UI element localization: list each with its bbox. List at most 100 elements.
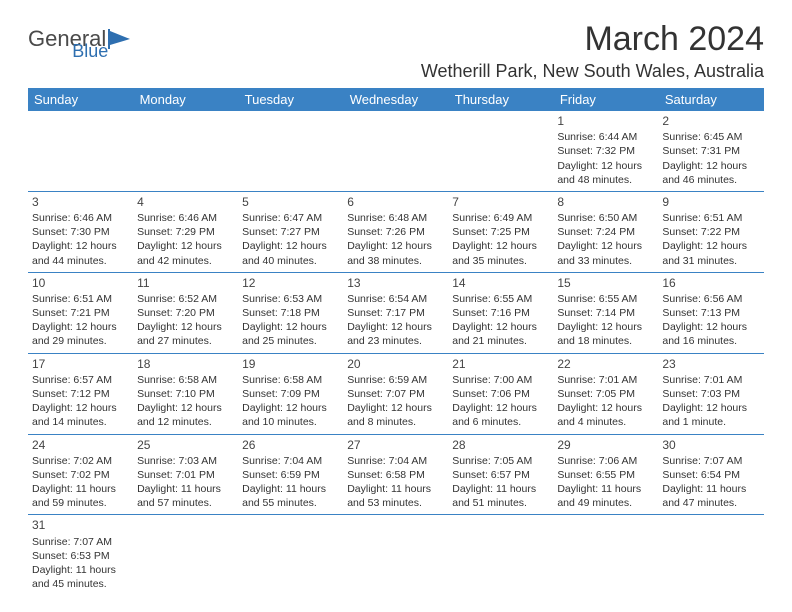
calendar-cell: 17Sunrise: 6:57 AMSunset: 7:12 PMDayligh… [28, 353, 133, 434]
day-number: 18 [137, 356, 234, 372]
calendar-cell: 16Sunrise: 6:56 AMSunset: 7:13 PMDayligh… [658, 272, 763, 353]
calendar-cell: 29Sunrise: 7:06 AMSunset: 6:55 PMDayligh… [553, 434, 658, 515]
calendar-cell-empty [133, 515, 238, 595]
sunrise-text: Sunrise: 6:55 AM [452, 292, 549, 306]
calendar-row: 10Sunrise: 6:51 AMSunset: 7:21 PMDayligh… [28, 272, 764, 353]
daylight-text: and 18 minutes. [557, 334, 654, 348]
sunset-text: Sunset: 7:30 PM [32, 225, 129, 239]
sunrise-text: Sunrise: 6:50 AM [557, 211, 654, 225]
sunrise-text: Sunrise: 6:48 AM [347, 211, 444, 225]
daylight-text: and 23 minutes. [347, 334, 444, 348]
daylight-text: and 46 minutes. [662, 173, 759, 187]
daylight-text: Daylight: 11 hours [557, 482, 654, 496]
sunset-text: Sunset: 7:07 PM [347, 387, 444, 401]
calendar-cell: 23Sunrise: 7:01 AMSunset: 7:03 PMDayligh… [658, 353, 763, 434]
daylight-text: and 14 minutes. [32, 415, 129, 429]
sunrise-text: Sunrise: 6:57 AM [32, 373, 129, 387]
calendar-cell: 5Sunrise: 6:47 AMSunset: 7:27 PMDaylight… [238, 191, 343, 272]
sunrise-text: Sunrise: 6:45 AM [662, 130, 759, 144]
daylight-text: and 35 minutes. [452, 254, 549, 268]
daylight-text: and 42 minutes. [137, 254, 234, 268]
sunset-text: Sunset: 7:09 PM [242, 387, 339, 401]
day-number: 13 [347, 275, 444, 291]
daylight-text: and 49 minutes. [557, 496, 654, 510]
calendar-cell: 9Sunrise: 6:51 AMSunset: 7:22 PMDaylight… [658, 191, 763, 272]
daylight-text: Daylight: 11 hours [347, 482, 444, 496]
daylight-text: Daylight: 11 hours [242, 482, 339, 496]
sunset-text: Sunset: 7:31 PM [662, 144, 759, 158]
day-number: 2 [662, 113, 759, 129]
sunrise-text: Sunrise: 6:53 AM [242, 292, 339, 306]
sunrise-text: Sunrise: 6:52 AM [137, 292, 234, 306]
daylight-text: Daylight: 12 hours [137, 239, 234, 253]
daylight-text: Daylight: 12 hours [662, 159, 759, 173]
weekday-header: Thursday [448, 88, 553, 111]
day-number: 8 [557, 194, 654, 210]
daylight-text: and 40 minutes. [242, 254, 339, 268]
sunrise-text: Sunrise: 6:58 AM [242, 373, 339, 387]
sunset-text: Sunset: 7:02 PM [32, 468, 129, 482]
sunset-text: Sunset: 7:21 PM [32, 306, 129, 320]
title-block: March 2024 Wetherill Park, New South Wal… [421, 20, 764, 82]
daylight-text: and 38 minutes. [347, 254, 444, 268]
calendar-cell: 7Sunrise: 6:49 AMSunset: 7:25 PMDaylight… [448, 191, 553, 272]
daylight-text: Daylight: 11 hours [452, 482, 549, 496]
calendar-cell-empty [133, 111, 238, 191]
sunset-text: Sunset: 7:03 PM [662, 387, 759, 401]
daylight-text: and 12 minutes. [137, 415, 234, 429]
calendar-row: 1Sunrise: 6:44 AMSunset: 7:32 PMDaylight… [28, 111, 764, 191]
sunrise-text: Sunrise: 7:01 AM [662, 373, 759, 387]
day-number: 7 [452, 194, 549, 210]
daylight-text: Daylight: 12 hours [347, 401, 444, 415]
calendar-cell: 8Sunrise: 6:50 AMSunset: 7:24 PMDaylight… [553, 191, 658, 272]
daylight-text: and 57 minutes. [137, 496, 234, 510]
day-number: 30 [662, 437, 759, 453]
sunset-text: Sunset: 7:24 PM [557, 225, 654, 239]
daylight-text: and 6 minutes. [452, 415, 549, 429]
calendar-cell: 15Sunrise: 6:55 AMSunset: 7:14 PMDayligh… [553, 272, 658, 353]
sunset-text: Sunset: 7:01 PM [137, 468, 234, 482]
daylight-text: Daylight: 11 hours [32, 563, 129, 577]
calendar-cell: 26Sunrise: 7:04 AMSunset: 6:59 PMDayligh… [238, 434, 343, 515]
daylight-text: Daylight: 12 hours [452, 320, 549, 334]
daylight-text: and 51 minutes. [452, 496, 549, 510]
calendar-body: 1Sunrise: 6:44 AMSunset: 7:32 PMDaylight… [28, 111, 764, 595]
daylight-text: Daylight: 12 hours [32, 320, 129, 334]
daylight-text: and 10 minutes. [242, 415, 339, 429]
weekday-header-row: SundayMondayTuesdayWednesdayThursdayFrid… [28, 88, 764, 111]
daylight-text: and 31 minutes. [662, 254, 759, 268]
calendar-cell-empty [343, 515, 448, 595]
calendar-cell: 3Sunrise: 6:46 AMSunset: 7:30 PMDaylight… [28, 191, 133, 272]
sunset-text: Sunset: 6:54 PM [662, 468, 759, 482]
daylight-text: Daylight: 12 hours [32, 239, 129, 253]
calendar-cell: 10Sunrise: 6:51 AMSunset: 7:21 PMDayligh… [28, 272, 133, 353]
weekday-header: Saturday [658, 88, 763, 111]
weekday-header: Wednesday [343, 88, 448, 111]
daylight-text: and 45 minutes. [32, 577, 129, 591]
sunset-text: Sunset: 7:22 PM [662, 225, 759, 239]
sunrise-text: Sunrise: 6:46 AM [32, 211, 129, 225]
sunrise-text: Sunrise: 7:00 AM [452, 373, 549, 387]
sunrise-text: Sunrise: 6:56 AM [662, 292, 759, 306]
calendar-row: 3Sunrise: 6:46 AMSunset: 7:30 PMDaylight… [28, 191, 764, 272]
calendar-cell: 13Sunrise: 6:54 AMSunset: 7:17 PMDayligh… [343, 272, 448, 353]
day-number: 16 [662, 275, 759, 291]
sunrise-text: Sunrise: 6:47 AM [242, 211, 339, 225]
day-number: 17 [32, 356, 129, 372]
daylight-text: Daylight: 12 hours [452, 401, 549, 415]
header: General Blue March 2024 Wetherill Park, … [28, 20, 764, 82]
day-number: 10 [32, 275, 129, 291]
daylight-text: Daylight: 12 hours [32, 401, 129, 415]
sunrise-text: Sunrise: 6:54 AM [347, 292, 444, 306]
calendar-cell-empty [238, 111, 343, 191]
daylight-text: and 25 minutes. [242, 334, 339, 348]
day-number: 25 [137, 437, 234, 453]
daylight-text: Daylight: 12 hours [662, 239, 759, 253]
daylight-text: and 44 minutes. [32, 254, 129, 268]
calendar-cell: 27Sunrise: 7:04 AMSunset: 6:58 PMDayligh… [343, 434, 448, 515]
daylight-text: Daylight: 11 hours [662, 482, 759, 496]
calendar-row: 31Sunrise: 7:07 AMSunset: 6:53 PMDayligh… [28, 515, 764, 595]
weekday-header: Monday [133, 88, 238, 111]
day-number: 4 [137, 194, 234, 210]
location: Wetherill Park, New South Wales, Austral… [421, 61, 764, 82]
